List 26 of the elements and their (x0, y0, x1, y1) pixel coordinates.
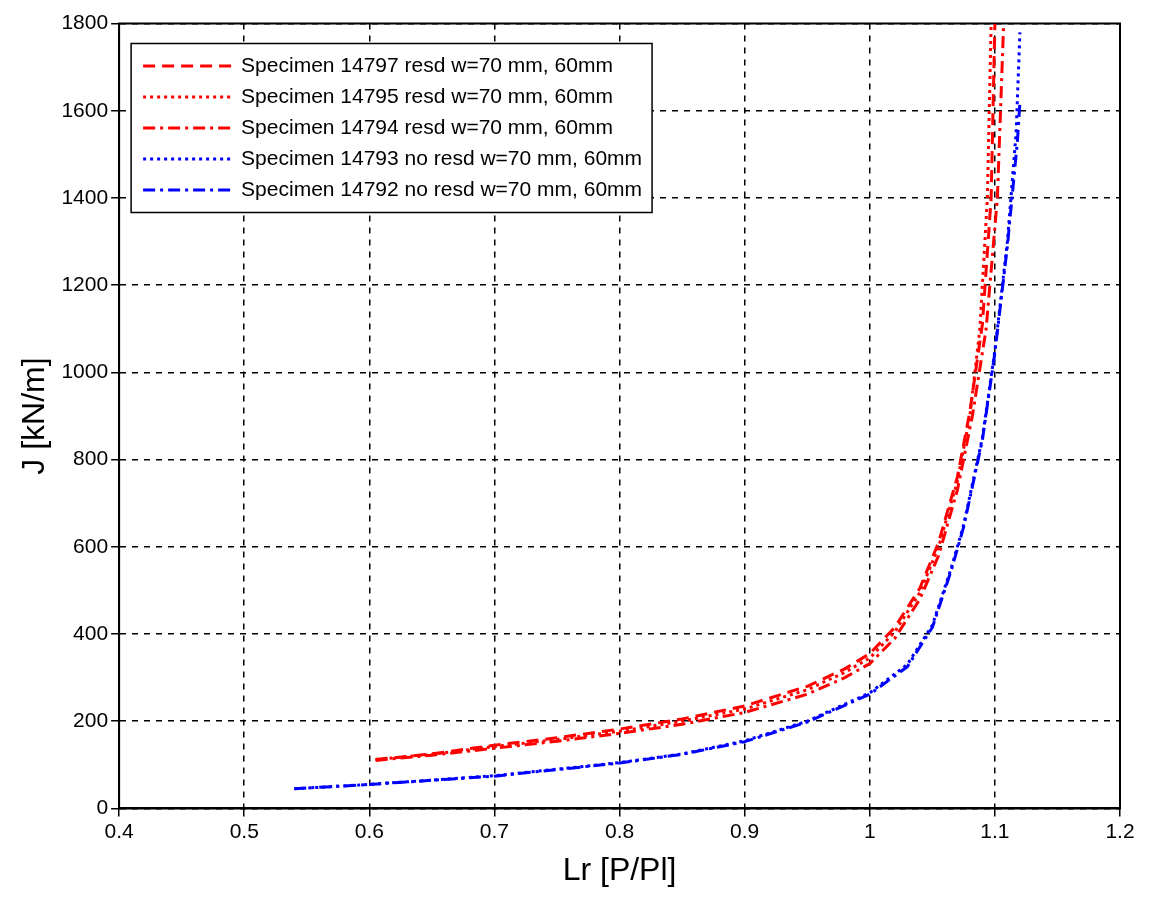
x-tick-label: 1 (863, 818, 876, 842)
y-tick-label: 600 (73, 533, 109, 557)
legend-label: Specimen 14797 resd w=70 mm, 60mm (241, 52, 613, 76)
x-tick-label: 1.2 (1105, 818, 1135, 842)
y-tick-label: 0 (96, 795, 109, 819)
y-tick-label: 800 (73, 446, 109, 470)
y-tick-label: 1800 (61, 10, 109, 34)
y-tick-label: 1600 (61, 97, 109, 121)
x-tick-label: 0.5 (229, 818, 259, 842)
legend-label: Specimen 14794 resd w=70 mm, 60mm (241, 114, 613, 138)
x-tick-label: 0.8 (604, 818, 635, 842)
x-tick-label: 0.4 (104, 818, 135, 842)
y-tick-label: 400 (73, 620, 109, 644)
y-tick-label: 1400 (61, 184, 109, 208)
x-tick-label: 0.6 (354, 818, 384, 842)
x-tick-label: 0.7 (479, 818, 510, 842)
y-tick-label: 200 (73, 708, 109, 731)
y-tick-label: 1000 (61, 359, 109, 383)
legend-label: Specimen 14793 no resd w=70 mm, 60mm (241, 145, 643, 169)
y-axis-title: J [kN/m] (15, 357, 52, 475)
y-tick-label: 1200 (61, 272, 109, 295)
x-tick-label: 1.1 (980, 818, 1010, 842)
x-axis-title: Lr [P/Pl] (562, 850, 677, 887)
legend-label: Specimen 14792 no resd w=70 mm, 60mm (241, 176, 643, 200)
x-tick-label: 0.9 (730, 818, 760, 842)
legend-label: Specimen 14795 resd w=70 mm, 60mm (241, 83, 613, 107)
